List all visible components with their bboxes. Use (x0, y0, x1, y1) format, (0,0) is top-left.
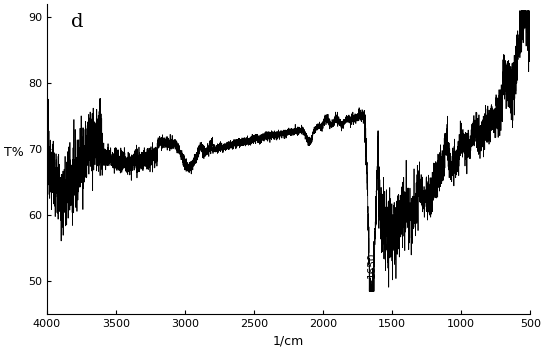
X-axis label: 1/cm: 1/cm (273, 335, 304, 348)
Text: 1650: 1650 (367, 252, 377, 278)
Y-axis label: T%: T% (4, 146, 24, 159)
Text: d: d (71, 13, 83, 31)
